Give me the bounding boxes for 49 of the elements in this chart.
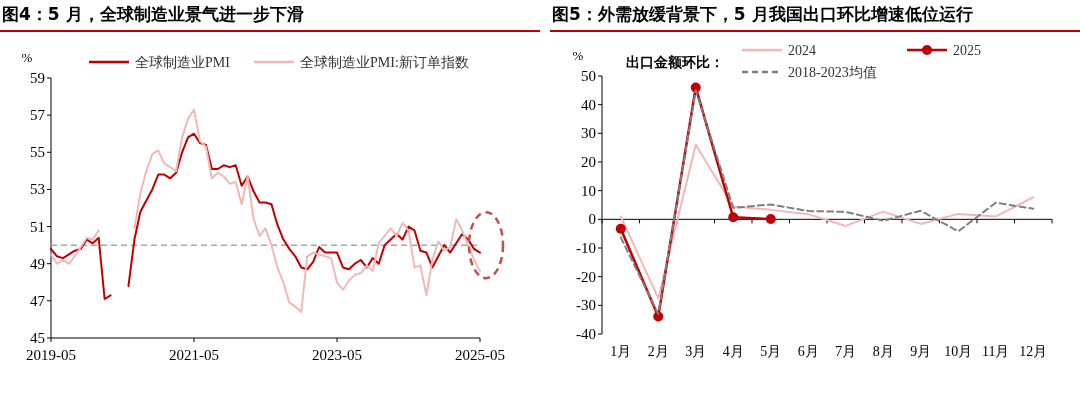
legend-label: 2025 bbox=[953, 43, 981, 58]
legend-label: 全球制造业PMI bbox=[135, 55, 231, 70]
y-tick-label: 40 bbox=[581, 96, 596, 113]
x-tick-label: 2025-05 bbox=[455, 347, 505, 363]
chart-title: 图5：外需放缓背景下，5 月我国出口环比增速低位运行 bbox=[552, 4, 973, 24]
y-tick-label: -10 bbox=[576, 240, 596, 256]
y-tick-label: 45 bbox=[30, 330, 45, 346]
y-tick-label: 50 bbox=[581, 68, 596, 84]
x-tick-label: 11月 bbox=[982, 344, 1010, 359]
y-axis-title: % bbox=[21, 50, 33, 65]
y-tick-label: 47 bbox=[30, 292, 46, 309]
x-tick-label: 10月 bbox=[944, 344, 973, 359]
point bbox=[690, 82, 701, 93]
point bbox=[765, 214, 776, 225]
y-tick-label: 49 bbox=[30, 255, 45, 272]
y-tick-label: -40 bbox=[576, 326, 596, 342]
point bbox=[728, 212, 739, 223]
y-axis-title: % bbox=[572, 48, 584, 63]
y-tick-label: 59 bbox=[30, 70, 45, 86]
legend-label: 全球制造业PMI:新订单指数 bbox=[300, 55, 469, 70]
x-tick-label: 6月 bbox=[797, 344, 819, 359]
y-tick-label: 51 bbox=[30, 218, 45, 235]
y-tick-label: -20 bbox=[576, 268, 596, 285]
x-tick-label: 12月 bbox=[1019, 344, 1048, 359]
x-tick-label: 2月 bbox=[647, 344, 669, 359]
x-tick-label: 2023-05 bbox=[312, 347, 362, 363]
y-tick-label: 20 bbox=[581, 154, 596, 170]
y-tick-label: 57 bbox=[30, 107, 46, 124]
line-series bbox=[619, 143, 1035, 300]
legend-label: 2018-2023均值 bbox=[788, 65, 877, 80]
x-tick-label: 5月 bbox=[760, 344, 782, 359]
y-tick-label: 55 bbox=[30, 144, 45, 161]
y-tick-label: 10 bbox=[581, 182, 596, 199]
x-tick-label: 8月 bbox=[872, 344, 894, 359]
x-tick-label: 1月 bbox=[610, 344, 632, 359]
y-tick-label: -30 bbox=[576, 297, 596, 314]
x-tick-label: 2021-05 bbox=[169, 347, 219, 363]
legend-label: 2024 bbox=[788, 43, 816, 58]
chart-title: 图4：5 月，全球制造业景气进一步下滑 bbox=[2, 4, 304, 24]
x-tick-label: 4月 bbox=[722, 344, 744, 359]
y-tick-label: 53 bbox=[30, 181, 45, 198]
y-tick-label: 0 bbox=[588, 211, 596, 228]
y-tick-label: 30 bbox=[581, 125, 596, 142]
point bbox=[615, 223, 626, 234]
x-tick-label: 2019-05 bbox=[26, 347, 76, 363]
x-tick-label: 3月 bbox=[685, 344, 707, 359]
legend-title: 出口金额环比： bbox=[626, 54, 724, 70]
x-tick-label: 7月 bbox=[835, 344, 857, 359]
x-tick-label: 9月 bbox=[910, 344, 932, 359]
